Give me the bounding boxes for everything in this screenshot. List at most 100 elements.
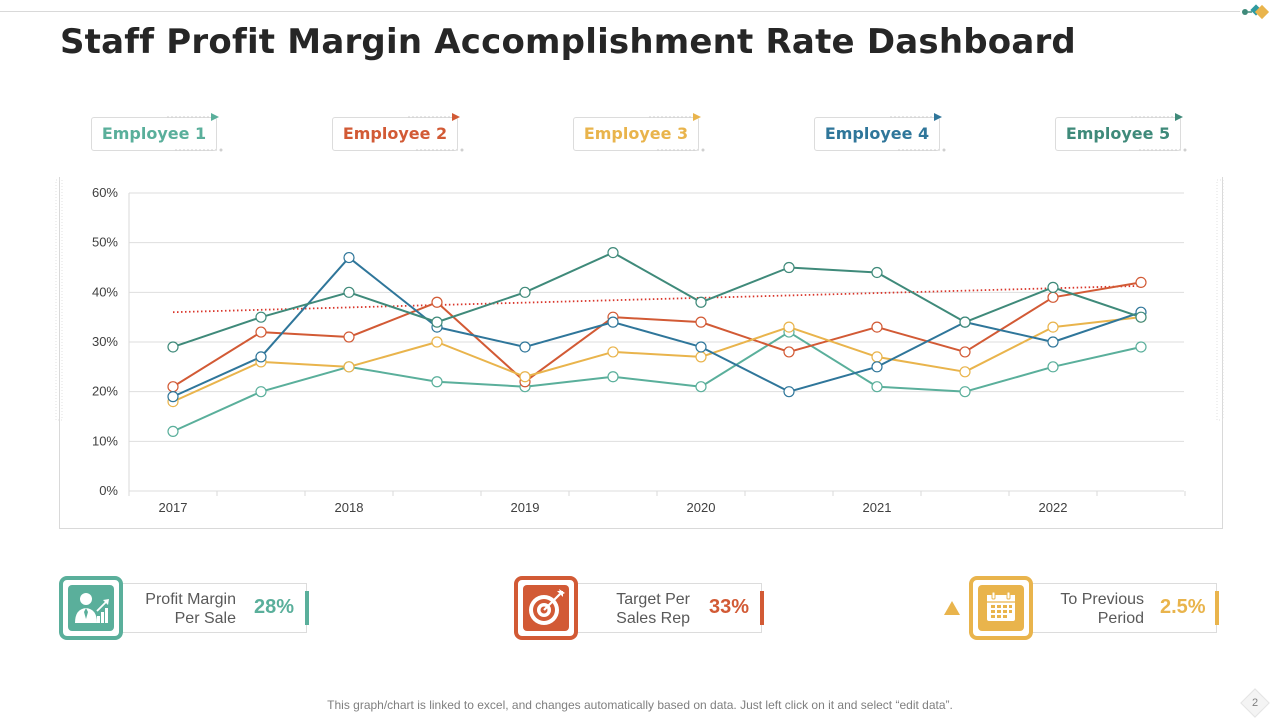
page-number: 2 xyxy=(1251,697,1259,709)
data-point-employee-2 xyxy=(343,331,355,343)
kpi-target-per-sales-rep: Target Per Sales Rep 33% xyxy=(514,576,766,640)
series-line-employee-3 xyxy=(172,316,1142,403)
legend-label-employee-4: Employee 4 xyxy=(824,124,930,143)
data-point-employee-5 xyxy=(959,316,971,328)
corner-decoration-icon xyxy=(1242,4,1270,20)
kpi-icon-frame xyxy=(59,576,123,640)
data-point-employee-2 xyxy=(695,316,707,328)
data-point-employee-1 xyxy=(431,376,443,388)
data-point-employee-1 xyxy=(1135,341,1147,353)
data-point-employee-4 xyxy=(167,391,179,403)
top-divider xyxy=(0,11,1240,12)
legend-label-employee-1: Employee 1 xyxy=(101,124,207,143)
kpi-icon-frame xyxy=(969,576,1033,640)
data-point-employee-2 xyxy=(783,346,795,358)
up-triangle-icon xyxy=(944,601,960,615)
target-icon xyxy=(523,585,569,631)
kpi-label-line1: To Previous xyxy=(1060,591,1144,608)
data-point-employee-3 xyxy=(783,321,795,333)
arrow-right-icon xyxy=(167,113,219,121)
data-point-employee-4 xyxy=(871,361,883,373)
kpi-label: To Previous Period xyxy=(1024,590,1144,628)
x-tick-label: 2019 xyxy=(511,500,540,515)
calendar-icon xyxy=(978,585,1024,631)
dotted-rule-icon xyxy=(657,148,705,152)
kpi-label-line2: Sales Rep xyxy=(616,610,690,627)
legend-employee-1: Employee 1 xyxy=(91,113,223,152)
kpi-label: Profit Margin Per Sale xyxy=(116,590,236,628)
data-point-employee-2 xyxy=(959,346,971,358)
data-point-employee-5 xyxy=(519,286,531,298)
data-point-employee-1 xyxy=(871,381,883,393)
data-point-employee-3 xyxy=(431,336,443,348)
dotted-rule-icon xyxy=(175,148,223,152)
chart-frame xyxy=(59,177,1223,529)
data-point-employee-3 xyxy=(959,366,971,378)
data-point-employee-4 xyxy=(607,316,619,328)
data-point-employee-2 xyxy=(255,326,267,338)
legend-employee-4: Employee 4 xyxy=(814,113,946,152)
series-line-employee-2 xyxy=(172,281,1142,388)
data-point-employee-5 xyxy=(167,341,179,353)
kpi-value: 28% xyxy=(254,596,295,618)
data-point-employee-5 xyxy=(783,261,795,274)
legend-box xyxy=(1055,117,1181,151)
page-number-badge: 2 xyxy=(1239,687,1271,719)
data-point-employee-5 xyxy=(871,266,883,279)
y-tick-label: 20% xyxy=(92,384,118,399)
kpi-accent-bar xyxy=(1215,591,1219,625)
x-tick-label: 2018 xyxy=(335,500,364,515)
series-line-employee-1 xyxy=(172,331,1142,433)
data-point-employee-3 xyxy=(343,361,355,373)
y-tick-label: 0% xyxy=(99,483,118,498)
data-point-employee-1 xyxy=(255,386,267,398)
legend-label-employee-3: Employee 3 xyxy=(583,124,689,143)
data-point-employee-5 xyxy=(255,311,267,323)
line-chart[interactable]: 0% 10% 20% 30% 40% 50% 60% 2017 2018 2019 2020 2021… xyxy=(55,177,1224,529)
data-point-employee-4 xyxy=(255,351,267,363)
y-tick-label: 50% xyxy=(92,235,118,250)
legend-box xyxy=(332,117,458,151)
data-point-employee-2 xyxy=(871,321,883,333)
data-point-employee-1 xyxy=(959,386,971,398)
dotted-rule-icon xyxy=(416,148,464,152)
data-point-employee-4 xyxy=(519,341,531,353)
data-point-employee-5 xyxy=(343,286,355,298)
legend-label-employee-5: Employee 5 xyxy=(1065,124,1171,143)
data-point-employee-4 xyxy=(695,341,707,353)
y-tick-label: 10% xyxy=(92,433,118,448)
arrow-right-icon xyxy=(649,113,701,121)
page-title: Staff Profit Margin Accomplishment Rate … xyxy=(60,22,1076,62)
data-point-employee-1 xyxy=(607,371,619,383)
legend-box xyxy=(91,117,217,151)
data-point-employee-3 xyxy=(607,346,619,358)
data-point-employee-3 xyxy=(519,371,531,383)
arrow-right-icon xyxy=(408,113,460,121)
data-point-employee-2 xyxy=(167,381,179,393)
kpi-accent-bar xyxy=(305,591,309,625)
trendline xyxy=(172,284,1142,314)
data-point-employee-5 xyxy=(607,246,619,259)
data-point-employee-4 xyxy=(343,251,355,264)
kpi-label-line2: Period xyxy=(1097,610,1144,627)
y-tick-label: 60% xyxy=(92,185,118,200)
data-point-employee-2 xyxy=(1047,291,1059,303)
kpi-value: 2.5% xyxy=(1160,596,1206,618)
kpi-icon-frame xyxy=(514,576,578,640)
footnote: This graph/chart is linked to excel, and… xyxy=(327,698,953,712)
legend-box xyxy=(573,117,699,151)
dotted-rule-icon xyxy=(898,148,946,152)
x-tick-label: 2020 xyxy=(687,500,716,515)
data-point-employee-2 xyxy=(1135,276,1147,289)
kpi-accent-bar xyxy=(760,591,764,625)
data-point-employee-5 xyxy=(1047,281,1059,293)
kpi-profit-margin: Profit Margin Per Sale 28% xyxy=(59,576,311,640)
data-point-employee-1 xyxy=(167,425,179,437)
kpi-value: 33% xyxy=(709,596,750,618)
y-tick-label: 40% xyxy=(92,284,118,299)
data-point-employee-1 xyxy=(695,381,707,393)
kpi-label-line1: Target Per xyxy=(616,591,690,608)
arrow-right-icon xyxy=(890,113,942,121)
x-tick-label: 2017 xyxy=(159,500,188,515)
data-point-employee-5 xyxy=(695,296,707,308)
